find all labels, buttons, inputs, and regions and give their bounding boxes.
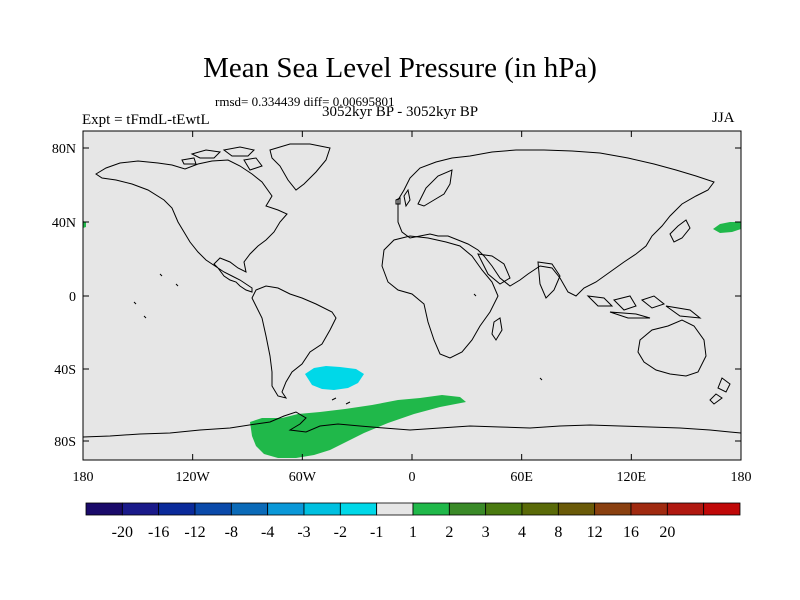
map-panel — [82, 130, 742, 461]
colorbar-swatch — [521, 502, 559, 516]
lat-tick-label: 40S — [54, 363, 76, 378]
colorbar-label: 1 — [409, 524, 417, 541]
lon-tick-label: 120E — [617, 470, 647, 485]
south-atlantic-negative-anomaly — [305, 366, 364, 390]
arabia-coast — [477, 253, 511, 285]
new-zealand-coast — [709, 377, 731, 405]
greenland-coast — [269, 143, 331, 191]
season-label: JJA — [712, 110, 735, 126]
colorbar-swatch — [630, 502, 668, 516]
japan-coast — [669, 219, 691, 243]
colorbar-label: -16 — [148, 524, 169, 541]
colorbar-label: -8 — [225, 524, 238, 541]
colorbar-label: -12 — [184, 524, 205, 541]
colorbar-label: 20 — [659, 524, 675, 541]
south-america-coast — [251, 285, 337, 399]
colorbar-swatch — [412, 502, 450, 516]
india-coast — [537, 261, 561, 299]
colorbar-label: -2 — [334, 524, 347, 541]
colorbar-label: -1 — [370, 524, 383, 541]
colorbar-label: 2 — [445, 524, 453, 541]
lat-tick-label: 80N — [52, 142, 76, 157]
chart-title: Mean Sea Level Pressure (in hPa) — [203, 52, 597, 84]
north-america-coast — [95, 159, 288, 293]
colorbar-swatch — [339, 502, 378, 516]
lat-tick-label: 0 — [69, 290, 76, 305]
australia-coast — [637, 319, 707, 377]
antarctic-positive-anomaly — [250, 395, 466, 458]
scandinavia-coast — [417, 169, 453, 207]
lon-tick-label: 120W — [176, 470, 211, 485]
colorbar-swatch — [485, 502, 523, 516]
arctic-islands-coast — [181, 146, 263, 171]
stats-subtitle: rmsd= 0.334439 diff= 0.00695801 — [215, 94, 395, 109]
colorbar-label: -3 — [297, 524, 310, 541]
british-isles-coast — [395, 188, 411, 208]
colorbar-label: 12 — [587, 524, 603, 541]
colorbar — [85, 502, 741, 516]
colorbar-swatch — [158, 502, 196, 516]
colorbar-swatch — [194, 502, 232, 516]
colorbar-labels: -20 -16 -12 -8 -4 -3 -2 -1 1 2 3 4 8 12 16 20 — [112, 524, 676, 541]
colorbar-swatch — [376, 502, 414, 516]
period-subtitle: 3052kyr BP - 3052kyr BP — [322, 104, 479, 120]
colorbar-swatch — [85, 502, 123, 516]
colorbar-label: -4 — [261, 524, 274, 541]
north-pacific-positive-anomaly — [713, 222, 741, 233]
colorbar-label: -20 — [112, 524, 133, 541]
axis-ticks — [82, 131, 742, 460]
lon-tick-label: 180 — [731, 470, 752, 485]
colorbar-swatch — [303, 502, 341, 516]
eurasia-coast — [397, 149, 715, 297]
colorbar-swatch — [448, 502, 487, 516]
colorbar-swatch — [594, 502, 632, 516]
colorbar-swatch — [557, 502, 596, 516]
antarctica-coast — [82, 411, 742, 438]
colorbar-label: 3 — [482, 524, 490, 541]
lat-tick-label: 80S — [54, 435, 76, 450]
colorbar-label: 16 — [623, 524, 639, 541]
lon-tick-label: 60E — [510, 470, 533, 485]
africa-coast — [381, 235, 499, 359]
lon-tick-label: 60W — [289, 470, 317, 485]
colorbar-swatch — [666, 502, 705, 516]
madagascar-coast — [491, 317, 503, 341]
coastlines — [82, 143, 742, 438]
colorbar-label: 4 — [518, 524, 526, 541]
longitude-labels: 180 120W 60W 0 60E 120E 180 — [73, 470, 752, 485]
colorbar-swatch — [230, 502, 269, 516]
experiment-label: Expt = tFmdL-tEwtL — [82, 112, 210, 128]
lon-tick-label: 0 — [409, 470, 416, 485]
small-islands-coast — [133, 273, 543, 405]
lon-tick-label: 180 — [73, 470, 94, 485]
colorbar-label: 8 — [554, 524, 562, 541]
latitude-labels: 80N 40N 0 40S 80S — [52, 142, 76, 450]
colorbar-swatch — [267, 502, 305, 516]
colorbar-swatch — [121, 502, 160, 516]
colorbar-swatch — [703, 502, 741, 516]
west-edge-anomaly — [83, 221, 86, 228]
lat-tick-label: 40N — [52, 216, 76, 231]
southeast-asia-islands-coast — [586, 295, 702, 319]
